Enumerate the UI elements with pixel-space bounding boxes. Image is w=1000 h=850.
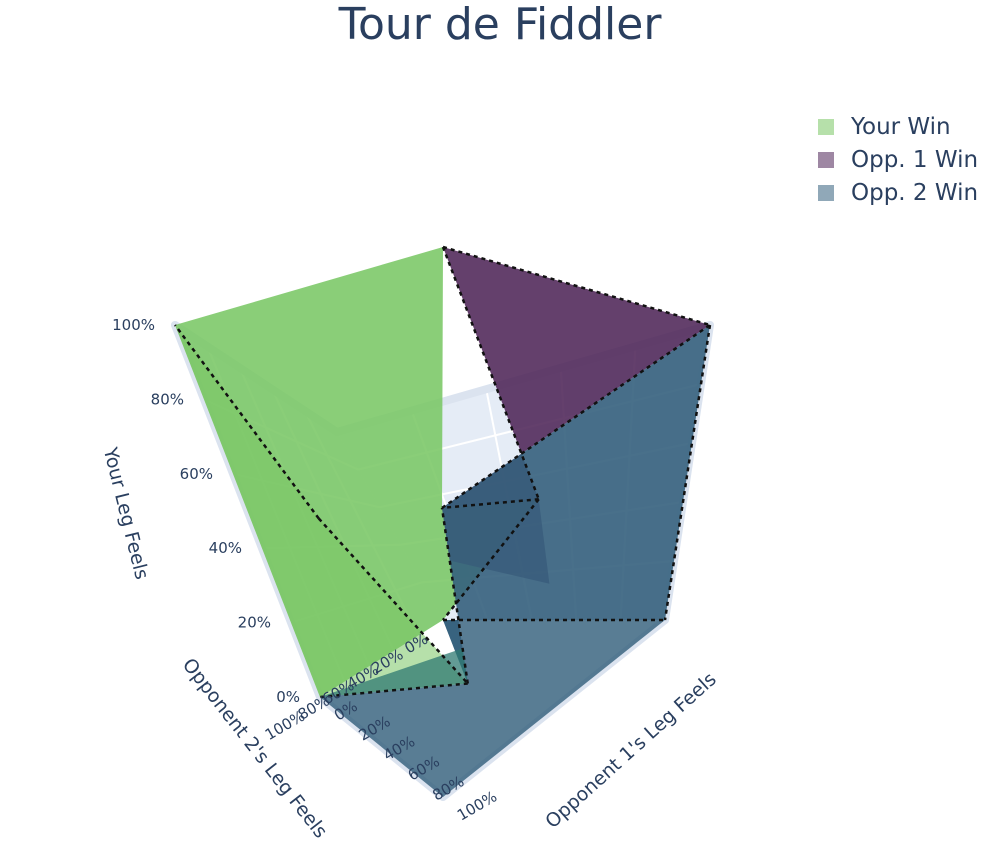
win-regions	[175, 247, 710, 797]
region-outline	[440, 507, 469, 684]
z-tick-label: 80%	[151, 390, 184, 408]
legend-swatch-opp1-win	[818, 151, 834, 168]
legend-item-opp1-win[interactable]: Opp. 1 Win	[818, 143, 978, 176]
region-outline	[442, 245, 711, 327]
region-opp2-win-front	[320, 507, 468, 697]
z-tick-label: 60%	[180, 465, 213, 483]
region-outline	[441, 498, 539, 510]
region-outline	[317, 517, 469, 685]
x-tick-label: 100%	[454, 787, 500, 824]
z-tick-label: 40%	[209, 539, 242, 557]
region-opp2-win	[442, 325, 710, 684]
region-outline	[319, 682, 468, 699]
region-outline	[442, 498, 540, 621]
legend-label: Your Win	[851, 113, 951, 140]
legend-item-your-win[interactable]: Your Win	[818, 110, 978, 143]
region-outlines	[173, 245, 712, 699]
legend-label: Opp. 1 Win	[851, 146, 979, 173]
z-axis-title: Your Leg Feels	[99, 444, 153, 581]
y-tick-label: 100%	[262, 707, 308, 744]
z-tick-label: 0%	[276, 688, 300, 706]
y-axis-title: Opponent 2's Leg Feels	[178, 654, 332, 842]
region-opp2-win-floor	[320, 620, 665, 797]
legend-item-opp2-win[interactable]: Opp. 2 Win	[818, 176, 978, 209]
legend-label: Opp. 2 Win	[851, 179, 979, 206]
region-outline	[173, 324, 320, 520]
z-tick-label: 20%	[238, 614, 271, 632]
region-outline	[663, 324, 712, 621]
legend-swatch-your-win	[818, 118, 834, 135]
chart-title: Tour de Fiddler	[338, 0, 662, 50]
legend-swatch-opp2-win	[818, 184, 834, 201]
region-outline	[441, 323, 711, 509]
region-opp1-win	[442, 247, 710, 508]
legend: Your Win Opp. 1 Win Opp. 2 Win	[818, 110, 978, 209]
region-your-win	[175, 247, 539, 697]
region-outline	[441, 246, 540, 500]
z-tick-label: 100%	[112, 316, 155, 334]
